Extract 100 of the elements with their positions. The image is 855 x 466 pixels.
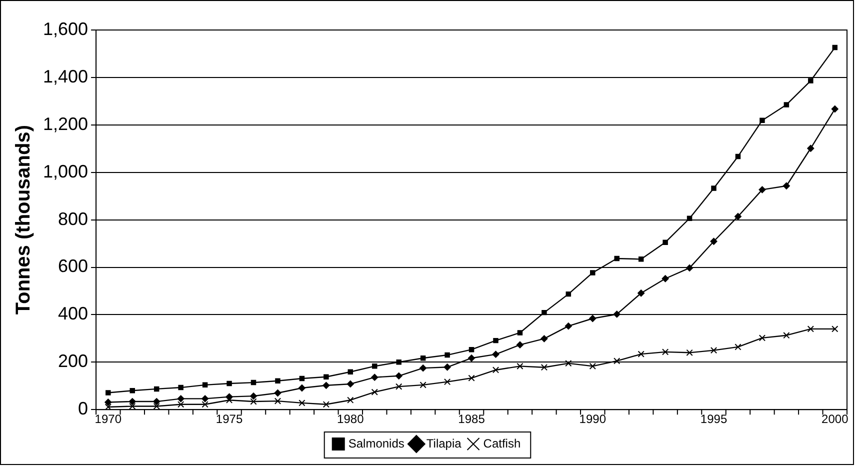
point [299, 376, 305, 382]
point [686, 264, 694, 272]
y-tick-label: 1,000 [42, 161, 88, 182]
y-tick-label: 1,600 [42, 18, 88, 39]
point [177, 395, 184, 402]
point [250, 392, 258, 400]
point [734, 212, 742, 220]
point [322, 401, 330, 408]
point [493, 338, 498, 344]
point [202, 382, 208, 388]
point [516, 362, 524, 370]
point [589, 314, 596, 322]
point [371, 374, 378, 381]
point [324, 374, 329, 380]
point [807, 144, 814, 152]
point [710, 238, 718, 245]
point [322, 382, 330, 389]
point [154, 386, 160, 392]
point [492, 366, 500, 374]
point [710, 346, 718, 354]
point [153, 402, 160, 410]
y-tick-label: 200 [58, 351, 88, 372]
point [565, 360, 572, 367]
point [298, 400, 306, 406]
point [590, 270, 596, 276]
point [807, 326, 814, 332]
point [758, 334, 766, 342]
point [202, 395, 209, 402]
point [734, 344, 742, 350]
point [226, 396, 233, 404]
point [662, 240, 668, 245]
x-tick-label: 1995 [700, 412, 728, 426]
point [564, 322, 572, 330]
point [540, 335, 548, 342]
point [420, 382, 426, 388]
point [396, 383, 402, 390]
point [348, 369, 354, 374]
point [347, 396, 354, 404]
point [444, 378, 451, 386]
point [153, 398, 160, 406]
point [202, 401, 208, 408]
y-tick-label: 400 [58, 304, 88, 324]
point [420, 355, 426, 361]
point [758, 186, 766, 194]
point [178, 401, 184, 408]
point [711, 186, 716, 191]
point [178, 384, 184, 390]
point [396, 360, 402, 365]
point [468, 374, 475, 382]
point [614, 358, 620, 364]
point [226, 393, 233, 400]
point [566, 291, 572, 297]
point [782, 182, 790, 190]
y-tick-label: 1,200 [42, 114, 88, 134]
point [783, 332, 790, 339]
point [614, 256, 620, 262]
y-tick-label: 1,400 [42, 66, 88, 86]
point [372, 364, 378, 369]
point [298, 384, 306, 392]
legend-label: Salmonids [348, 436, 404, 450]
point [832, 326, 838, 332]
point [662, 275, 669, 282]
point [250, 398, 257, 405]
point [346, 380, 354, 388]
point [420, 364, 427, 372]
x-tick-label: 1980 [337, 412, 364, 426]
point [104, 398, 112, 406]
point [129, 402, 136, 410]
point [832, 44, 838, 50]
point [226, 380, 232, 386]
x-tick-label: 1970 [94, 412, 122, 426]
point [275, 378, 280, 384]
point [686, 349, 693, 356]
point [128, 398, 136, 406]
point [542, 310, 547, 316]
point [831, 106, 838, 113]
point [540, 364, 548, 371]
point [250, 380, 256, 386]
point [468, 346, 474, 352]
point [760, 118, 765, 124]
y-tick-label: 800 [58, 208, 88, 229]
point [492, 350, 500, 358]
point [589, 362, 596, 370]
x-tick-label: 1985 [458, 412, 486, 426]
point [686, 216, 692, 221]
point [517, 330, 523, 336]
point [808, 78, 814, 84]
point [104, 404, 112, 410]
point [444, 364, 451, 371]
x-tick-label: 1990 [579, 412, 606, 426]
point [395, 372, 402, 380]
point [130, 388, 135, 394]
point [613, 310, 620, 318]
point [106, 390, 111, 396]
point [638, 290, 645, 297]
legend-label: Tilapia [426, 436, 462, 450]
y-tick-label: 0 [78, 398, 88, 419]
point [516, 341, 524, 348]
point [784, 102, 790, 108]
point [274, 398, 282, 404]
